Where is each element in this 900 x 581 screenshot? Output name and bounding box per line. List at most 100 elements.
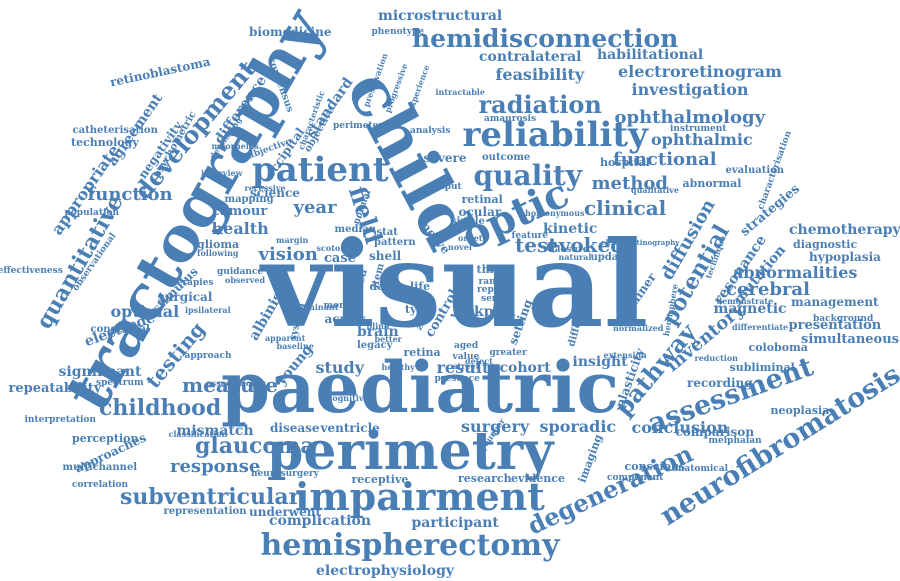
cloud-word: clinical (584, 196, 667, 220)
cloud-word: legacy (357, 340, 393, 351)
cloud-word: optimal (110, 302, 180, 321)
cloud-word: pattern (374, 237, 416, 248)
cloud-word: habilitational (597, 47, 704, 63)
cloud-word: hemidisconnection (412, 23, 679, 53)
cloud-word: report (477, 284, 509, 295)
cloud-word: evidence (511, 471, 565, 485)
cloud-word: evaluation (725, 165, 785, 176)
cloud-word: neoplasia (770, 403, 830, 417)
cloud-word: research (458, 471, 512, 485)
cloud-word: patient (252, 150, 389, 190)
cloud-word: quality (473, 159, 583, 192)
cloud-word: natural (558, 252, 592, 262)
cloud-word: value (452, 351, 480, 362)
cloud-word: function (87, 184, 173, 205)
cloud-word: acuity (324, 312, 366, 326)
cloud-word: insight (572, 354, 628, 370)
cloud-word: surgical (158, 290, 213, 304)
cloud-word: science (250, 186, 300, 200)
cloud-word: normalized (613, 323, 664, 333)
cloud-word: technology (71, 135, 139, 149)
cloud-word: demonstrate (716, 296, 774, 306)
cloud-word: coloboma (748, 340, 808, 354)
cloud-word: health (211, 219, 269, 238)
cloud-word: case (324, 250, 356, 266)
cloud-word: childhood (99, 395, 222, 421)
cloud-word: ventricle (320, 421, 380, 435)
cloud-word: test (515, 233, 558, 257)
cloud-word: hypoplasia (809, 250, 881, 264)
cloud-word: mismatch (176, 423, 254, 439)
cloud-word: output (428, 181, 462, 192)
cloud-word: homonymous (525, 208, 585, 218)
cloud-word: greater (489, 347, 527, 358)
cloud-word: radiation (478, 90, 602, 119)
cloud-word: life (410, 279, 431, 293)
cloud-word: glioma (197, 237, 240, 251)
cloud-word: comparison (675, 425, 755, 439)
cloud-word: neurosurgery (251, 468, 319, 479)
cloud-word: chemotherapy (789, 222, 900, 238)
cloud-word: sporadic (539, 417, 617, 436)
cloud-word: complication (269, 513, 371, 529)
cloud-word: street (453, 361, 480, 371)
cloud-word: update (590, 252, 630, 263)
cloud-word: correlation (72, 479, 129, 490)
cloud-word: contralateral (479, 49, 582, 65)
cloud-word: background (813, 313, 874, 324)
cloud-word: differentiate (732, 322, 789, 332)
cloud-word: scotoma (316, 243, 354, 253)
cloud-word: component (607, 472, 664, 483)
cloud-word: underwent (249, 505, 322, 519)
cloud-word: third (476, 262, 508, 276)
cloud-word: receptive (351, 472, 409, 486)
cloud-word: repeatability (8, 380, 102, 396)
cloud-word: therapies (166, 277, 214, 288)
cloud-word: hospital (600, 155, 650, 169)
cloud-word: interpretation (24, 414, 96, 425)
cloud-word: magnetic (713, 301, 787, 317)
cloud-word: type (405, 302, 432, 316)
cloud-word: ipsilateral (185, 305, 231, 315)
cloud-word: baseline (276, 341, 314, 351)
cloud-word: disease (270, 421, 320, 435)
cloud-word: microstructural (378, 8, 503, 24)
cloud-word: blind (366, 321, 390, 331)
cloud-word: severe (423, 151, 467, 165)
cloud-word: evoked (546, 233, 625, 257)
cloud-word: stat (376, 227, 398, 238)
cloud-word: presence (434, 373, 480, 384)
cloud-word: spectrum (96, 377, 144, 388)
cloud-word: presentation (788, 317, 882, 333)
cloud-word: ocular (458, 205, 502, 219)
cloud-word: measure (182, 373, 278, 397)
cloud-word: diagnostic (793, 237, 858, 251)
cloud-word: impairment (295, 474, 545, 519)
cloud-word: conscious (624, 459, 686, 473)
cloud-word: cohort (499, 360, 551, 376)
cloud-word: imaging (575, 432, 605, 484)
cloud-word: loss (406, 290, 430, 304)
cloud-word: glaucoma (195, 433, 315, 459)
cloud-word: result (436, 358, 490, 377)
cloud-word: month (323, 300, 357, 311)
cloud-word: representation (163, 506, 247, 517)
cloud-word: hemispherectomy (260, 528, 560, 563)
cloud-word: phenotype (371, 26, 425, 37)
cloud-word: approach (184, 350, 232, 361)
cloud-word: management (791, 295, 879, 309)
cloud-word: association (206, 378, 258, 388)
cloud-word: closure (551, 244, 589, 255)
cloud-word: guidance (217, 266, 264, 277)
cloud-word: perception (72, 431, 139, 445)
cloud-word: shell (369, 249, 402, 263)
cloud-word: year (293, 197, 337, 218)
cloud-word: instrument (670, 123, 727, 134)
cloud-word: population (64, 207, 120, 218)
cloud-word: functional (613, 149, 717, 170)
cloud-word: following (197, 248, 239, 258)
cloud-word: visual (261, 215, 649, 354)
cloud-word: cerebral (726, 279, 810, 300)
cloud-word: feature (511, 230, 549, 241)
